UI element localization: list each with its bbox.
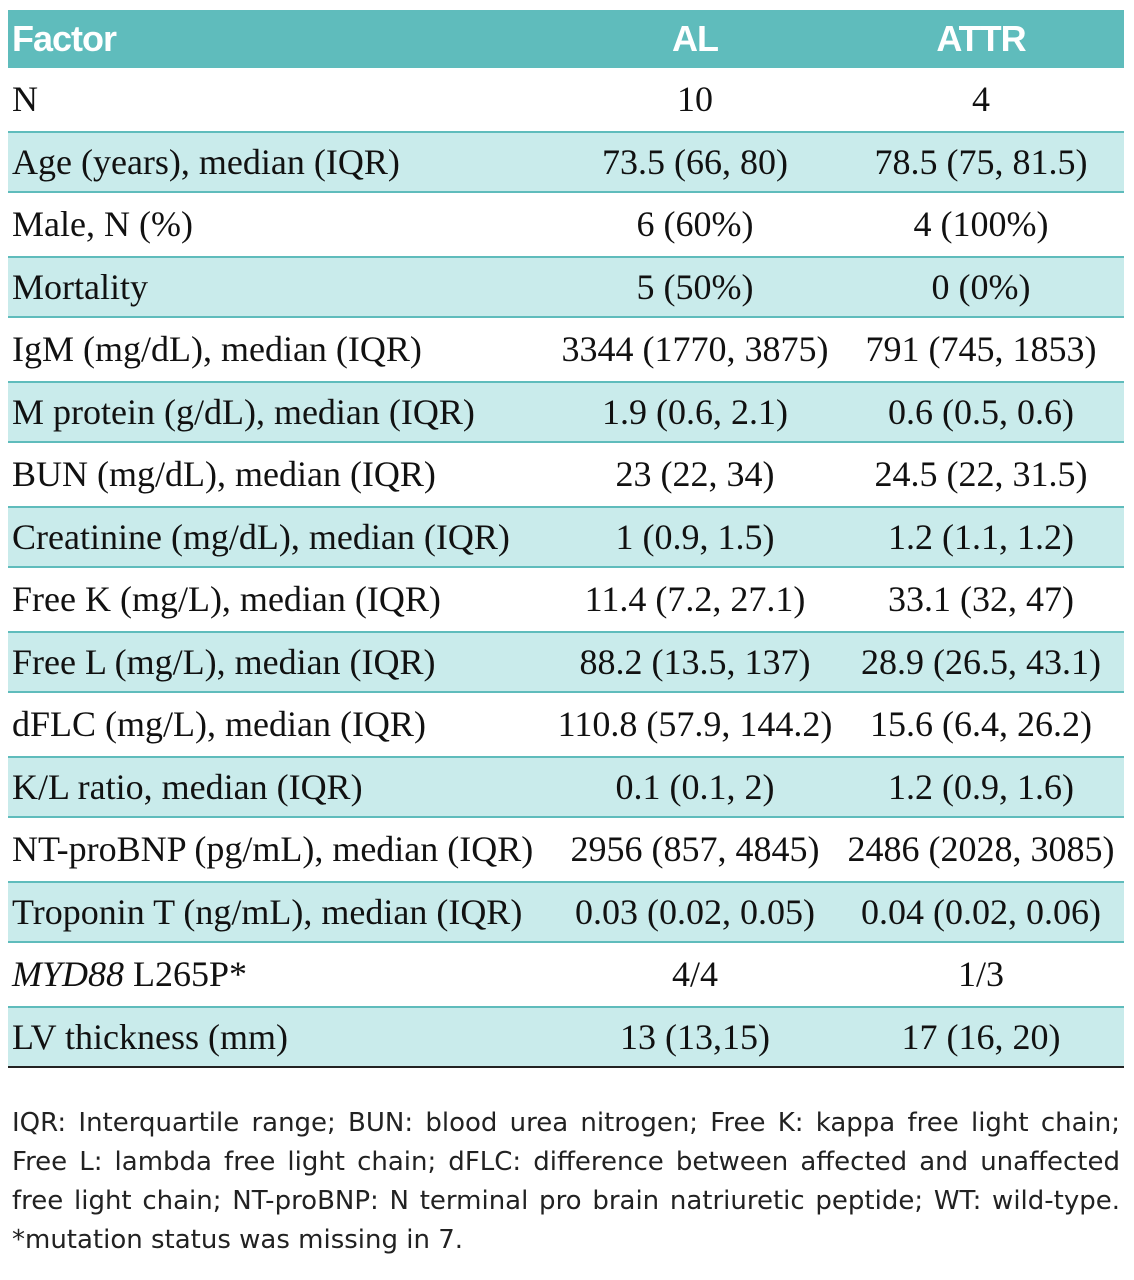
- table-row: K/L ratio, median (IQR) 0.1 (0.1, 2) 1.2…: [8, 755, 1124, 818]
- row-attr-value: 15.6 (6.4, 26.2): [870, 704, 1092, 745]
- row-factor: LV thickness (mm): [12, 1016, 288, 1057]
- row-attr-value: 17 (16, 20): [901, 1016, 1061, 1057]
- row-attr-value: 78.5 (75, 81.5): [874, 141, 1088, 182]
- row-attr-value: 4 (100%): [913, 204, 1049, 245]
- data-table: Factor AL ATTR N 10 4 Age (years), media…: [8, 10, 1124, 1068]
- row-factor: Creatinine (mg/dL), median (IQR): [12, 516, 510, 557]
- row-attr-value: 0.04 (0.02, 0.06): [861, 891, 1101, 932]
- row-al-value: 0.03 (0.02, 0.05): [575, 891, 815, 932]
- table-row: MYD88 L265P* 4/4 1/3: [8, 943, 1124, 1006]
- table-row: IgM (mg/dL), median (IQR) 3344 (1770, 38…: [8, 318, 1124, 381]
- row-al-value: 1.9 (0.6, 2.1): [602, 391, 788, 432]
- table-row: Free L (mg/L), median (IQR) 88.2 (13.5, …: [8, 630, 1124, 693]
- row-al-value: 13 (13,15): [620, 1016, 770, 1057]
- table-row: Creatinine (mg/dL), median (IQR) 1 (0.9,…: [8, 505, 1124, 568]
- row-al-value: 88.2 (13.5, 137): [579, 641, 811, 682]
- row-attr-value: 1.2 (1.1, 1.2): [888, 516, 1074, 557]
- row-factor: Free L (mg/L), median (IQR): [12, 641, 436, 682]
- table-header: Factor AL ATTR: [8, 10, 1124, 68]
- table-row: Mortality 5 (50%) 0 (0%): [8, 255, 1124, 318]
- table-row: LV thickness (mm) 13 (13,15) 17 (16, 20): [8, 1005, 1124, 1068]
- row-al-value: 1 (0.9, 1.5): [615, 516, 775, 557]
- row-factor: IgM (mg/dL), median (IQR): [12, 329, 422, 370]
- row-factor: BUN (mg/dL), median (IQR): [12, 454, 436, 495]
- row-attr-value: 2486 (2028, 3085): [847, 829, 1115, 870]
- row-factor: NT-proBNP (pg/mL), median (IQR): [12, 829, 534, 870]
- row-al-value: 6 (60%): [636, 204, 754, 245]
- row-al-value: 11.4 (7.2, 27.1): [584, 579, 806, 620]
- table-footnote: IQR: Interquartile range; BUN: blood ure…: [12, 1108, 1120, 1255]
- row-attr-value: 1/3: [957, 954, 1004, 995]
- table-row: BUN (mg/dL), median (IQR) 23 (22, 34) 24…: [8, 443, 1124, 506]
- row-al-value: 4/4: [671, 954, 718, 995]
- row-al-value: 110.8 (57.9, 144.2): [557, 704, 833, 745]
- row-attr-value: 0.6 (0.5, 0.6): [888, 391, 1074, 432]
- mutation-label: L265P*: [124, 954, 248, 995]
- row-factor: Age (years), median (IQR): [12, 141, 400, 182]
- table-row: N 10 4: [8, 68, 1124, 131]
- header-al: AL: [672, 18, 719, 59]
- row-attr-value: 0 (0%): [931, 266, 1031, 307]
- row-al-value: 0.1 (0.1, 2): [615, 766, 775, 807]
- row-al-value: 3344 (1770, 3875): [561, 329, 829, 370]
- row-attr-value: 791 (745, 1853): [865, 329, 1097, 370]
- table-row: Age (years), median (IQR) 73.5 (66, 80) …: [8, 130, 1124, 193]
- table-row: NT-proBNP (pg/mL), median (IQR) 2956 (85…: [8, 818, 1124, 881]
- table-row: Troponin T (ng/mL), median (IQR) 0.03 (0…: [8, 880, 1124, 943]
- header-attr: ATTR: [936, 18, 1026, 59]
- gene-name: MYD88: [12, 954, 125, 995]
- row-attr-value: 4: [972, 79, 990, 120]
- table-row: dFLC (mg/L), median (IQR) 110.8 (57.9, 1…: [8, 693, 1124, 756]
- row-factor: Troponin T (ng/mL), median (IQR): [12, 891, 523, 932]
- table-row: Free K (mg/L), median (IQR) 11.4 (7.2, 2…: [8, 568, 1124, 631]
- table-row: Male, N (%) 6 (60%) 4 (100%): [8, 193, 1124, 256]
- header-factor: Factor: [12, 18, 117, 59]
- row-al-value: 23 (22, 34): [615, 454, 775, 495]
- row-factor: N: [12, 79, 38, 120]
- row-al-value: 5 (50%): [636, 266, 754, 307]
- row-factor: M protein (g/dL), median (IQR): [12, 391, 475, 432]
- row-attr-value: 28.9 (26.5, 43.1): [861, 641, 1101, 682]
- row-attr-value: 24.5 (22, 31.5): [874, 454, 1088, 495]
- row-attr-value: 33.1 (32, 47): [888, 579, 1074, 620]
- row-factor: Mortality: [12, 266, 148, 307]
- row-factor: MYD88 L265P*: [8, 953, 552, 995]
- row-al-value: 10: [677, 79, 713, 120]
- row-factor: dFLC (mg/L), median (IQR): [12, 704, 426, 745]
- row-factor: Male, N (%): [12, 204, 193, 245]
- row-al-value: 2956 (857, 4845): [570, 829, 820, 870]
- row-al-value: 73.5 (66, 80): [602, 141, 788, 182]
- table-row: M protein (g/dL), median (IQR) 1.9 (0.6,…: [8, 380, 1124, 443]
- row-attr-value: 1.2 (0.9, 1.6): [888, 766, 1074, 807]
- row-factor: Free K (mg/L), median (IQR): [12, 579, 441, 620]
- row-factor: K/L ratio, median (IQR): [12, 766, 363, 807]
